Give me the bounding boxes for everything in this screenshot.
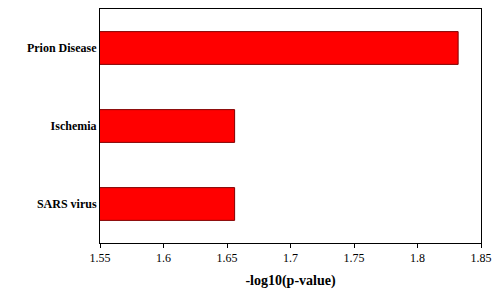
svg-text:-log10(p-value): -log10(p-value) xyxy=(245,273,336,289)
svg-text:1.6: 1.6 xyxy=(156,251,171,265)
svg-text:SARS virus: SARS virus xyxy=(37,197,97,211)
svg-text:1.7: 1.7 xyxy=(283,251,298,265)
svg-text:1.55: 1.55 xyxy=(90,251,111,265)
svg-text:1.75: 1.75 xyxy=(344,251,365,265)
svg-text:1.8: 1.8 xyxy=(410,251,425,265)
svg-text:1.85: 1.85 xyxy=(471,251,492,265)
svg-text:Prion Disease: Prion Disease xyxy=(27,41,97,55)
svg-text:1.65: 1.65 xyxy=(217,251,238,265)
svg-text:Ischemia: Ischemia xyxy=(51,119,97,133)
